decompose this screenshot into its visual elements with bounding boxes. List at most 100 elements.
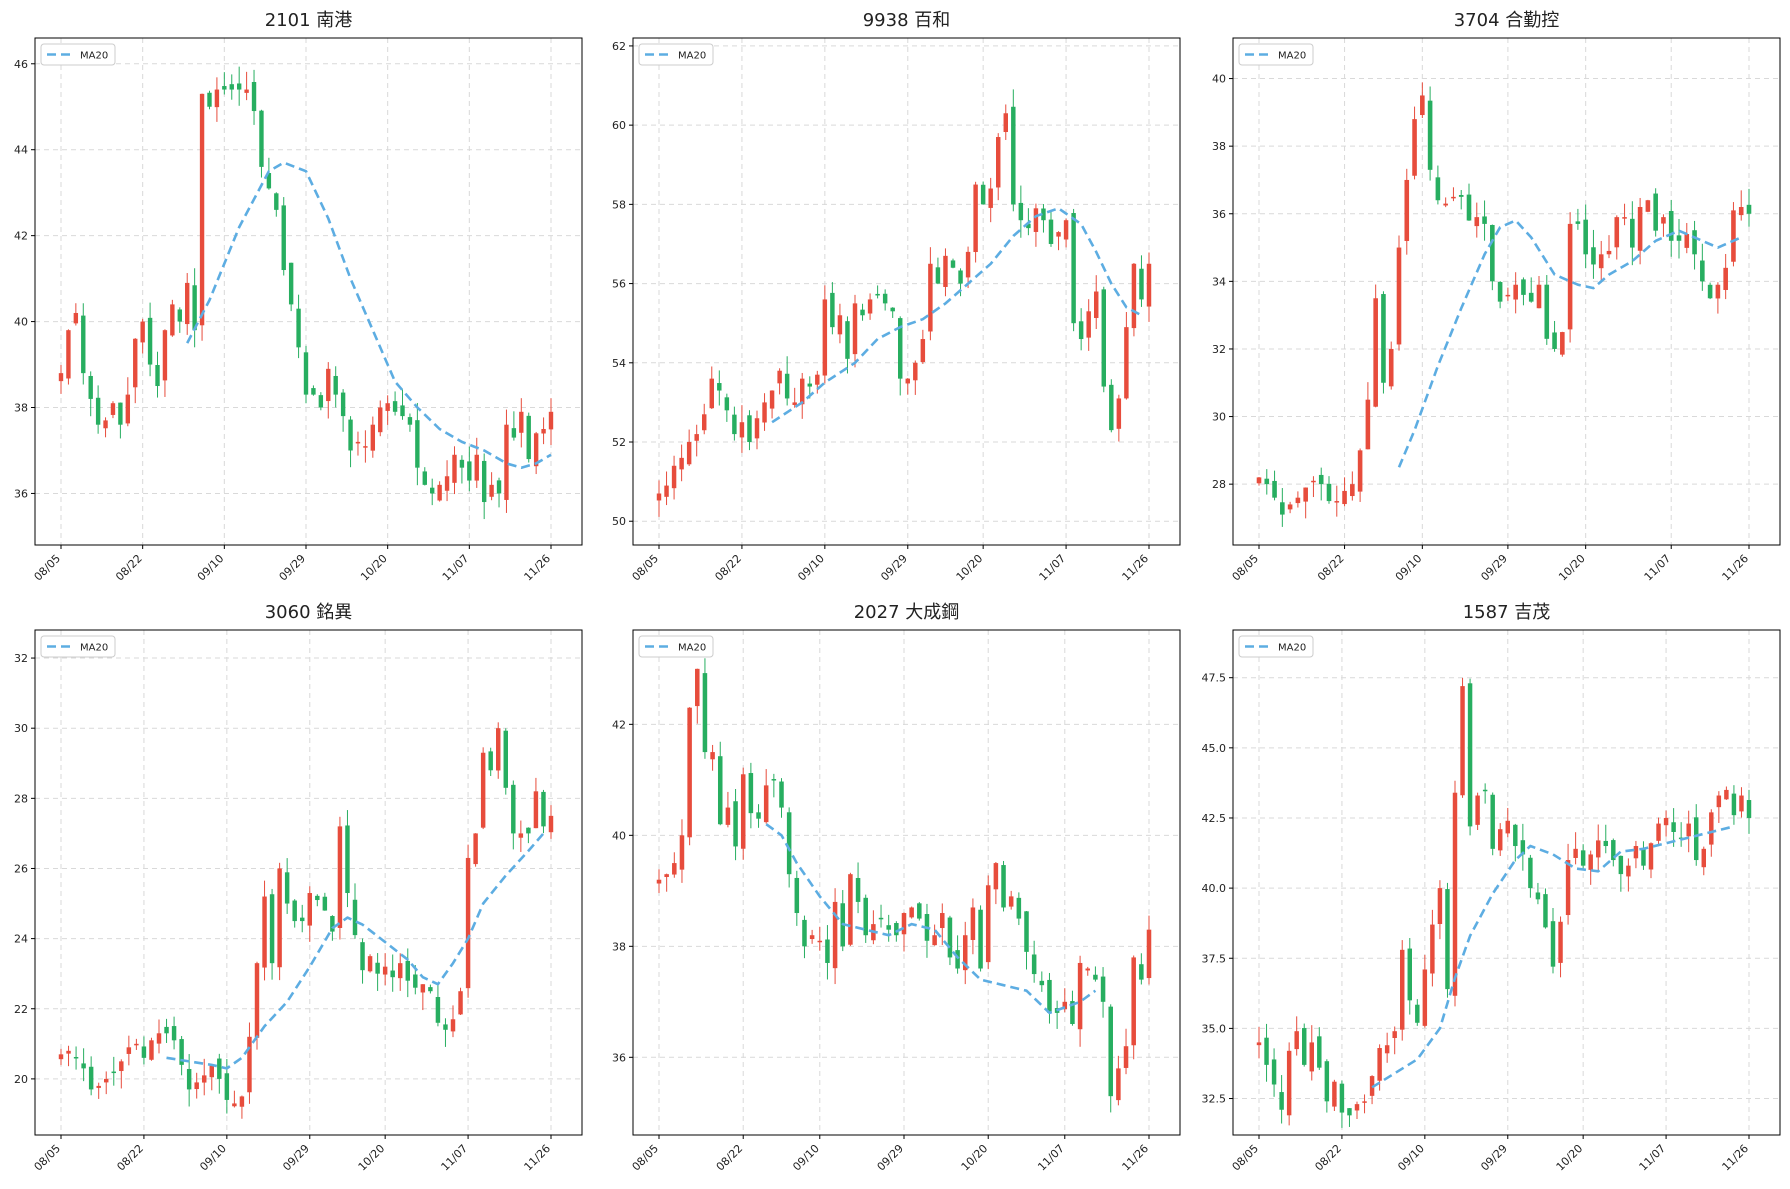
candle [656, 869, 662, 894]
candle [920, 329, 926, 364]
candle [337, 816, 343, 940]
candle [1567, 212, 1573, 343]
candle [1024, 911, 1029, 970]
candle [1715, 282, 1721, 314]
candle [855, 862, 861, 914]
candle-body [1552, 332, 1557, 349]
candle-body [496, 480, 502, 494]
candle-body [671, 465, 677, 489]
candle-body [533, 433, 539, 467]
candle [1700, 243, 1705, 291]
chart-title: 9938 百和 [863, 10, 951, 31]
candle-body [1272, 480, 1277, 498]
candle-body [503, 730, 508, 788]
candle-body [717, 383, 722, 391]
legend-label: MA20 [80, 643, 108, 654]
candle [1415, 999, 1420, 1026]
candle [1404, 168, 1410, 255]
x-tick-label: 08/22 [1312, 1142, 1344, 1174]
candle [88, 1056, 94, 1096]
candle [81, 303, 86, 385]
candle-body [1108, 1006, 1113, 1097]
candle [848, 872, 853, 946]
candle-body [1362, 1101, 1367, 1103]
x-tick-label: 09/10 [795, 552, 827, 584]
candle [420, 984, 426, 1011]
candle [1039, 971, 1045, 992]
candle-body [103, 420, 108, 429]
candle-body [1663, 817, 1669, 826]
candle-body [1101, 289, 1106, 387]
candle [717, 370, 722, 406]
candle [367, 954, 373, 973]
candle [1678, 822, 1684, 847]
candle [511, 411, 517, 441]
candle [762, 393, 767, 431]
candle [1094, 275, 1099, 330]
candle-body [1746, 204, 1752, 214]
legend-box [40, 635, 116, 658]
candle [1077, 955, 1083, 1047]
candle [943, 248, 948, 297]
legend: MA20 [1238, 43, 1314, 66]
candle [845, 316, 850, 374]
y-tick-label: 52 [612, 436, 626, 449]
candle [928, 247, 933, 341]
candle [96, 1082, 101, 1099]
candle-body [340, 392, 346, 417]
candle [1326, 476, 1332, 504]
candle [779, 778, 784, 818]
x-tick-label: 09/10 [1393, 552, 1425, 584]
candle-body [1018, 202, 1024, 221]
candle [262, 880, 267, 981]
candle-body [830, 292, 835, 328]
candle-body [450, 1019, 456, 1032]
candle-body [541, 791, 546, 827]
x-tick-label: 11/07 [1642, 552, 1674, 584]
candle-body [480, 752, 486, 828]
candle-body [140, 321, 145, 343]
legend-box [1238, 43, 1314, 66]
candle [1490, 792, 1495, 856]
candle-body [935, 267, 941, 284]
candle [1100, 967, 1106, 1018]
candle-body [724, 397, 730, 411]
candle-body [1475, 795, 1480, 825]
candle [232, 1090, 237, 1108]
candle-body [740, 774, 746, 849]
candle-body [1466, 194, 1472, 221]
candle [541, 789, 546, 834]
candle-body [1324, 1061, 1330, 1102]
candle [1124, 312, 1129, 400]
candle [1116, 1055, 1121, 1106]
candle-body [1443, 203, 1448, 206]
candle [988, 177, 993, 223]
y-tick-label: 50 [612, 515, 626, 528]
y-tick-label: 20 [14, 1073, 28, 1086]
candle-body [950, 260, 956, 268]
candle [1041, 204, 1046, 233]
candle-body [1490, 224, 1495, 282]
candle [890, 307, 895, 318]
candle [209, 1064, 214, 1091]
candle-body [511, 784, 516, 834]
candle [222, 72, 227, 95]
candle [533, 777, 539, 829]
candle-body [1116, 1068, 1121, 1101]
candle-body [518, 833, 524, 838]
candle [1131, 955, 1136, 1060]
candle [1101, 286, 1106, 393]
candle [202, 1058, 207, 1096]
candle [1342, 477, 1347, 507]
candle [1317, 1027, 1322, 1070]
candle-body [437, 484, 442, 501]
y-tick-label: 30 [1212, 411, 1226, 424]
x-tick-label: 11/07 [440, 552, 472, 584]
y-tick-label: 56 [612, 278, 626, 291]
candle [1686, 810, 1691, 853]
candle-body [1520, 840, 1526, 855]
y-tick-label: 62 [612, 40, 626, 53]
candle-body [1146, 929, 1152, 979]
candle-body [1723, 267, 1728, 290]
x-tick-label: 08/05 [32, 1142, 64, 1174]
